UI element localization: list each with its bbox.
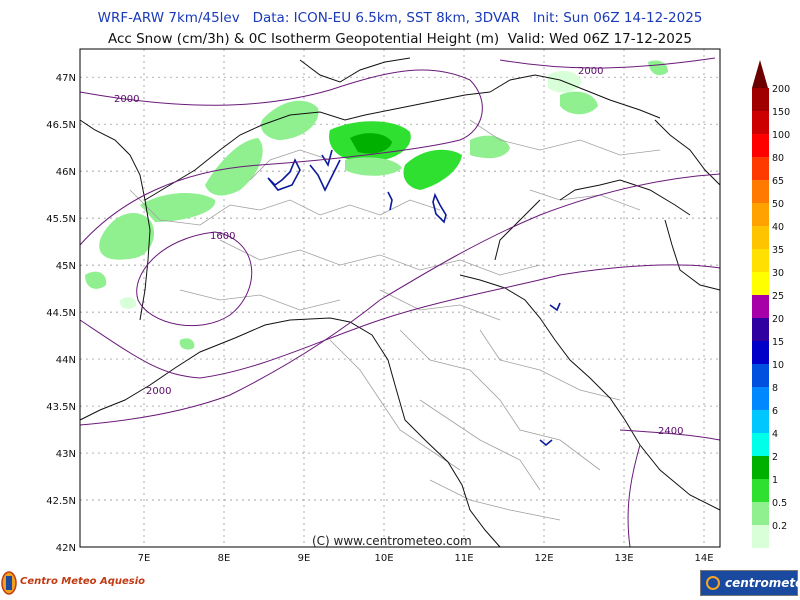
legend-level-label: 65 [772,176,785,187]
legend-level-label: 15 [772,337,785,348]
longitude-label: 7E [138,553,151,564]
latitude-label: 44N [56,355,76,366]
legend-level-label: 6 [772,406,779,417]
longitude-label: 13E [614,553,633,564]
latitude-label: 42N [56,543,76,554]
header-subtitle: Acc Snow (cm/3h) & 0C Isotherm Geopotent… [107,31,693,47]
latitude-label: 44.5N [46,308,76,319]
centro-meteo-aquesio-logo: Centro Meteo Aquesio [0,568,145,598]
latitude-label: 46N [56,167,76,178]
legend-level-label: 30 [772,268,785,279]
latitude-label: 45N [56,261,76,272]
latitude-label: 42.5N [46,496,76,507]
legend-color-box [752,203,769,226]
legend-level-label: 200 [772,84,791,95]
contour-label: 2000 [578,66,603,77]
centrometeo-logo: centrometeo [700,570,800,596]
map-frame [79,48,721,548]
latitude-label: 43N [56,449,76,460]
legend-level-label: 8 [772,383,779,394]
longitude-label: 14E [694,553,713,564]
legend-arrow [752,60,768,88]
contour-label: 2000 [114,94,139,105]
legend-color-box [752,295,769,318]
contour-label: 1600 [210,231,235,242]
legend-color-box [752,364,769,387]
aquesio-logo-text: Centro Meteo Aquesio [20,576,145,587]
legend-level-label: 35 [772,245,785,256]
legend-color-box [752,433,769,456]
regional-borders [129,119,661,521]
legend-level-label: 0.5 [772,498,788,509]
graticule [80,49,720,547]
legend-level-label: 1 [772,475,779,486]
legend-level-label: 20 [772,314,785,325]
latitude-labels: 47N 46.5N 46N 45.5N 45N 44.5N 44N 43.5N 43N 42.5N… [46,73,76,554]
legend-level-label: 150 [772,107,791,118]
legend-color-box [752,272,769,295]
latitude-label: 46.5N [46,120,76,131]
legend-level-label: 100 [772,130,791,141]
contour-labels: 2000 2000 1600 2000 2400 [114,66,683,437]
legend-level-label: 0.2 [772,521,788,532]
legend-color-box [752,249,769,272]
legend-color-box [752,226,769,249]
longitude-label: 8E [218,553,231,564]
longitude-label: 9E [298,553,311,564]
longitude-label: 10E [374,553,393,564]
legend-level-label: 10 [772,360,785,371]
contour-label: 2400 [658,426,683,437]
legend-color-box [752,387,769,410]
snowfall-areas [85,60,668,350]
centrometeo-logo-icon [706,576,720,590]
lakes [267,149,561,447]
legend-level-label: 2 [772,452,779,463]
header-title: WRF-ARW 7km/45lev Data: ICON-EU 6.5km, S… [97,10,703,26]
isotherm-contours [79,57,721,548]
legend-level-label: 40 [772,222,785,233]
latitude-label: 45.5N [46,214,76,225]
contour-label: 2000 [146,386,171,397]
legend-color-box [752,111,769,134]
longitude-labels: 7E 8E 9E 10E 11E 12E 13E 14E [138,553,714,564]
aquesio-logo-icon [1,571,17,595]
legend-color-box [752,318,769,341]
map-background [80,49,720,547]
legend-level-label: 4 [772,429,779,440]
longitude-label: 12E [534,553,553,564]
map-credit: (C) www.centrometeo.com [312,534,472,548]
legend-level-label: 80 [772,153,785,164]
legend-color-box [752,341,769,364]
legend-color-box [752,479,769,502]
legend-color-box [752,157,769,180]
legend-color-box [752,502,769,525]
legend-color-box [752,88,769,111]
legend-color-box [752,180,769,203]
legend-level-label: 50 [772,199,785,210]
snow-legend: 200 150 100 80 65 50 40 35 30 25 20 15 10 8 6 4 2 1 0.5 0.2 [752,60,800,548]
latitude-label: 47N [56,73,76,84]
legend-level-label: 25 [772,291,785,302]
longitude-label: 11E [454,553,473,564]
legend-color-box [752,456,769,479]
centrometeo-logo-text: centrometeo [725,576,800,590]
legend-color-box [752,525,769,548]
legend-color-box [752,410,769,433]
coastlines-borders [79,57,721,548]
latitude-label: 43.5N [46,402,76,413]
legend-color-box [752,134,769,157]
